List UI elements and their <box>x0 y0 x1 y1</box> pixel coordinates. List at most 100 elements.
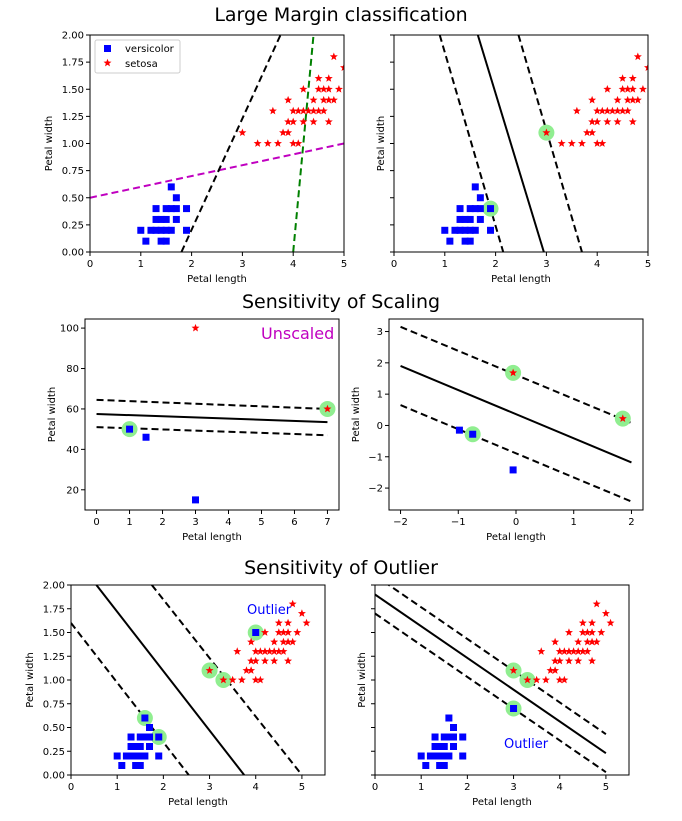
setosa-point <box>323 404 332 413</box>
y-tick-label: 1 <box>377 390 383 401</box>
chart-6: 0 1 2 3 4 5 Petal length Petal width Outlier <box>357 584 630 808</box>
versicolor-point <box>167 205 175 213</box>
versicolor-point <box>422 762 430 769</box>
versicolor-point <box>461 215 469 223</box>
axes-frame <box>374 584 630 776</box>
x-axis-label: Petal length <box>187 274 247 285</box>
setosa-point <box>289 139 298 147</box>
y-tick-label: 0.00 <box>43 771 65 782</box>
plot-area <box>438 35 648 252</box>
setosa-point <box>251 656 260 665</box>
versicolor-point <box>162 215 170 223</box>
y-tick-label: 1.75 <box>43 604 65 615</box>
setosa-point <box>567 139 576 147</box>
versicolor-point <box>146 733 154 741</box>
setosa-point <box>205 666 214 674</box>
versicolor-point <box>417 752 425 760</box>
decision-boundary <box>96 412 328 424</box>
versicolor-point <box>136 752 144 760</box>
setosa-point <box>251 647 260 655</box>
setosa-point <box>238 128 247 137</box>
legend-setosa-marker <box>103 58 112 67</box>
y-tick-label: 0.75 <box>43 699 65 710</box>
versicolor-point <box>461 237 469 245</box>
setosa-point <box>299 106 308 115</box>
y-tick-label: 60 <box>66 404 79 415</box>
versicolor-point <box>441 226 449 234</box>
setosa-point <box>274 647 283 655</box>
x-tick-label: 0 <box>372 782 378 793</box>
y-axis-label: Petal width <box>44 116 55 171</box>
versicolor-point <box>136 762 144 769</box>
versicolor-point <box>155 733 163 741</box>
setosa-point <box>329 52 338 61</box>
versicolor-point <box>192 496 200 504</box>
versicolor-point <box>459 733 467 741</box>
setosa-point <box>618 74 627 82</box>
setosa-point <box>555 675 564 684</box>
versicolor-point <box>162 205 170 213</box>
plot-area <box>400 325 632 503</box>
versicolor-point <box>152 226 160 234</box>
setosa-point <box>509 368 518 377</box>
x-tick-label: 1 <box>442 259 448 270</box>
decision-boundary <box>375 593 607 754</box>
row2-title: Sensitivity of Scaling <box>241 291 441 313</box>
setosa-point <box>555 647 564 655</box>
x-tick-label: 4 <box>594 259 600 270</box>
versicolor-point <box>466 226 474 234</box>
x-tick-label: 3 <box>192 517 198 528</box>
setosa-point <box>319 106 328 115</box>
setosa-point <box>324 117 333 126</box>
y-tick-label: 0.75 <box>62 166 84 177</box>
y-axis-label: Petal width <box>47 387 58 442</box>
versicolor-point <box>426 752 434 760</box>
versicolor-point <box>487 226 495 234</box>
versicolor-point <box>167 183 175 191</box>
legend-setosa-label: setosa <box>125 59 158 70</box>
setosa-point <box>253 139 262 147</box>
setosa-point <box>523 675 532 684</box>
y-tick-label: 2 <box>377 358 383 369</box>
setosa-point <box>304 106 313 115</box>
versicolor-point <box>487 205 495 213</box>
y-tick-label: 0.50 <box>43 723 65 734</box>
versicolor-point <box>455 426 463 434</box>
y-tick-label: 80 <box>66 364 79 375</box>
setosa-point <box>265 647 274 655</box>
versicolor-point <box>450 733 458 741</box>
setosa-point <box>233 647 242 655</box>
versicolor-point <box>141 733 149 741</box>
setosa-point <box>583 637 592 646</box>
setosa-point <box>288 637 297 646</box>
versicolor-point <box>172 194 180 202</box>
setosa-point <box>588 656 597 665</box>
setosa-point <box>578 628 587 636</box>
setosa-point <box>603 106 612 115</box>
plot-area <box>71 585 311 775</box>
x-tick-label: 0 <box>93 517 99 528</box>
versicolor-point <box>450 724 458 731</box>
setosa-point <box>284 656 293 665</box>
x-tick-label: 5 <box>299 782 305 793</box>
versicolor-point <box>440 762 448 769</box>
plot-area <box>96 323 336 504</box>
versicolor-point <box>172 215 180 223</box>
setosa-point <box>613 106 622 115</box>
versicolor-point <box>510 705 518 712</box>
setosa-point <box>324 85 333 93</box>
setosa-point <box>623 95 632 104</box>
y-tick-label: 1.00 <box>43 676 65 687</box>
row3-title: Sensitivity of Outlier <box>244 557 438 579</box>
versicolor-point <box>113 752 121 760</box>
setosa-point <box>608 106 617 115</box>
setosa-point <box>569 647 578 655</box>
y-tick-label: 40 <box>66 445 79 456</box>
setosa-point <box>588 628 597 636</box>
versicolor-point <box>183 226 191 234</box>
x-tick-label: 6 <box>291 517 297 528</box>
setosa-point <box>309 117 318 126</box>
setosa-point <box>263 139 272 147</box>
y-tick-label: −2 <box>368 484 383 495</box>
x-tick-label: 7 <box>324 517 330 528</box>
